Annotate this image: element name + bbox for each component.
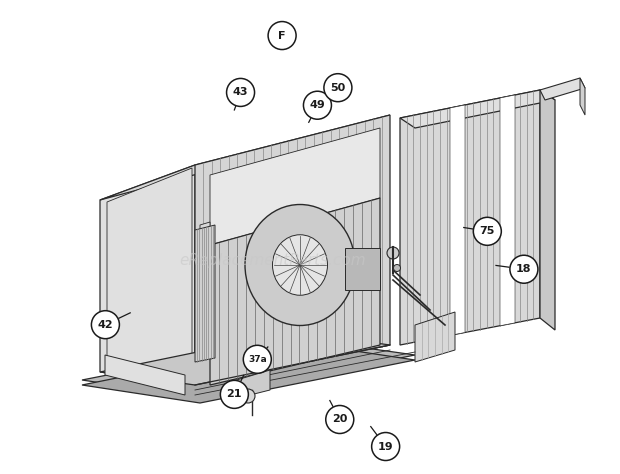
Ellipse shape [245,204,355,326]
Ellipse shape [387,247,399,259]
Text: 18: 18 [516,264,531,274]
Polygon shape [580,78,585,115]
Circle shape [324,73,352,102]
Polygon shape [400,90,540,345]
Polygon shape [450,105,465,336]
Polygon shape [210,198,380,385]
Circle shape [220,380,249,409]
Circle shape [473,217,502,246]
Circle shape [226,78,255,107]
Text: 49: 49 [309,100,326,110]
Polygon shape [345,248,380,290]
Circle shape [91,310,120,339]
Circle shape [243,345,272,374]
Polygon shape [100,332,390,385]
Text: eReplacementParts.com: eReplacementParts.com [179,253,366,268]
Circle shape [303,91,332,119]
Polygon shape [100,165,195,385]
Polygon shape [500,95,515,326]
Text: 20: 20 [332,414,347,425]
Polygon shape [210,128,380,245]
Polygon shape [415,312,455,362]
Circle shape [326,405,354,434]
Ellipse shape [394,264,401,272]
Polygon shape [105,355,185,395]
Polygon shape [400,90,555,128]
Polygon shape [100,115,390,200]
Polygon shape [200,222,210,353]
Text: 42: 42 [97,319,113,330]
Text: F: F [278,30,286,41]
Text: 21: 21 [227,389,242,400]
Circle shape [371,432,400,461]
Text: 50: 50 [330,82,345,93]
Text: 37a: 37a [248,355,267,364]
Text: 75: 75 [480,226,495,237]
Polygon shape [82,338,415,398]
Polygon shape [195,115,390,385]
Polygon shape [540,78,585,100]
Polygon shape [230,370,270,400]
Polygon shape [82,342,415,403]
Text: 19: 19 [378,441,394,452]
Ellipse shape [273,235,327,295]
Circle shape [268,21,296,50]
Polygon shape [107,168,192,382]
Polygon shape [195,225,215,362]
Circle shape [241,389,255,403]
Circle shape [510,255,538,283]
Text: 43: 43 [233,87,248,98]
Polygon shape [540,90,555,330]
